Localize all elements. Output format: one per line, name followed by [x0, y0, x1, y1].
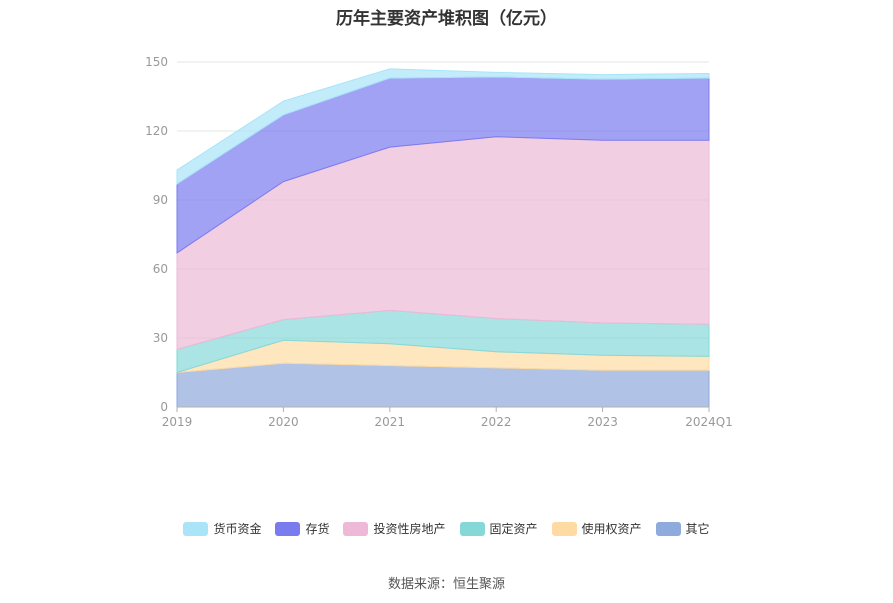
area-chart: 0 30 60 90 120 150 2019 2020 2021 2022 2023 2024Q1	[145, 55, 733, 429]
legend-item[interactable]: 货币资金	[183, 520, 261, 537]
x-tick-label: 2020	[268, 415, 299, 429]
legend-label: 投资性房地产	[373, 522, 446, 536]
legend-swatch	[183, 521, 209, 536]
y-tick-label: 30	[153, 331, 168, 345]
legend-label: 使用权资产	[581, 522, 642, 536]
legend-swatch	[343, 521, 369, 536]
chart-title: 历年主要资产堆积图（亿元）	[336, 9, 557, 29]
x-tick-label: 2022	[481, 415, 512, 429]
legend-label: 货币资金	[213, 522, 262, 536]
legend-swatch	[275, 521, 301, 536]
legend-swatch	[459, 521, 485, 536]
legend-label: 固定资产	[489, 522, 538, 536]
legend-label: 存货	[305, 522, 330, 536]
y-tick-label: 0	[160, 400, 168, 414]
y-tick-label: 90	[153, 193, 168, 207]
x-tick-label: 2024Q1	[685, 415, 733, 429]
y-tick-label: 120	[145, 124, 168, 138]
legend-item[interactable]: 投资性房地产	[343, 520, 446, 537]
data-source: 数据来源：恒生聚源	[387, 577, 505, 592]
x-tick-label: 2023	[587, 415, 618, 429]
series-area-5	[176, 68, 710, 185]
legend: 货币资金 存货 投资性房地产 固定资产 使用权资产 其它	[0, 520, 893, 537]
x-tick-label: 2019	[162, 415, 193, 429]
legend-label: 其它	[685, 522, 710, 536]
legend-item[interactable]: 存货	[275, 520, 329, 537]
x-tick-label: 2021	[375, 415, 406, 429]
y-tick-label: 60	[153, 262, 168, 276]
legend-item[interactable]: 固定资产	[459, 520, 538, 537]
legend-item[interactable]: 其它	[655, 520, 710, 537]
legend-item[interactable]: 使用权资产	[551, 520, 642, 537]
legend-swatch	[655, 521, 681, 536]
y-tick-label: 150	[145, 55, 168, 69]
legend-swatch	[551, 521, 577, 536]
